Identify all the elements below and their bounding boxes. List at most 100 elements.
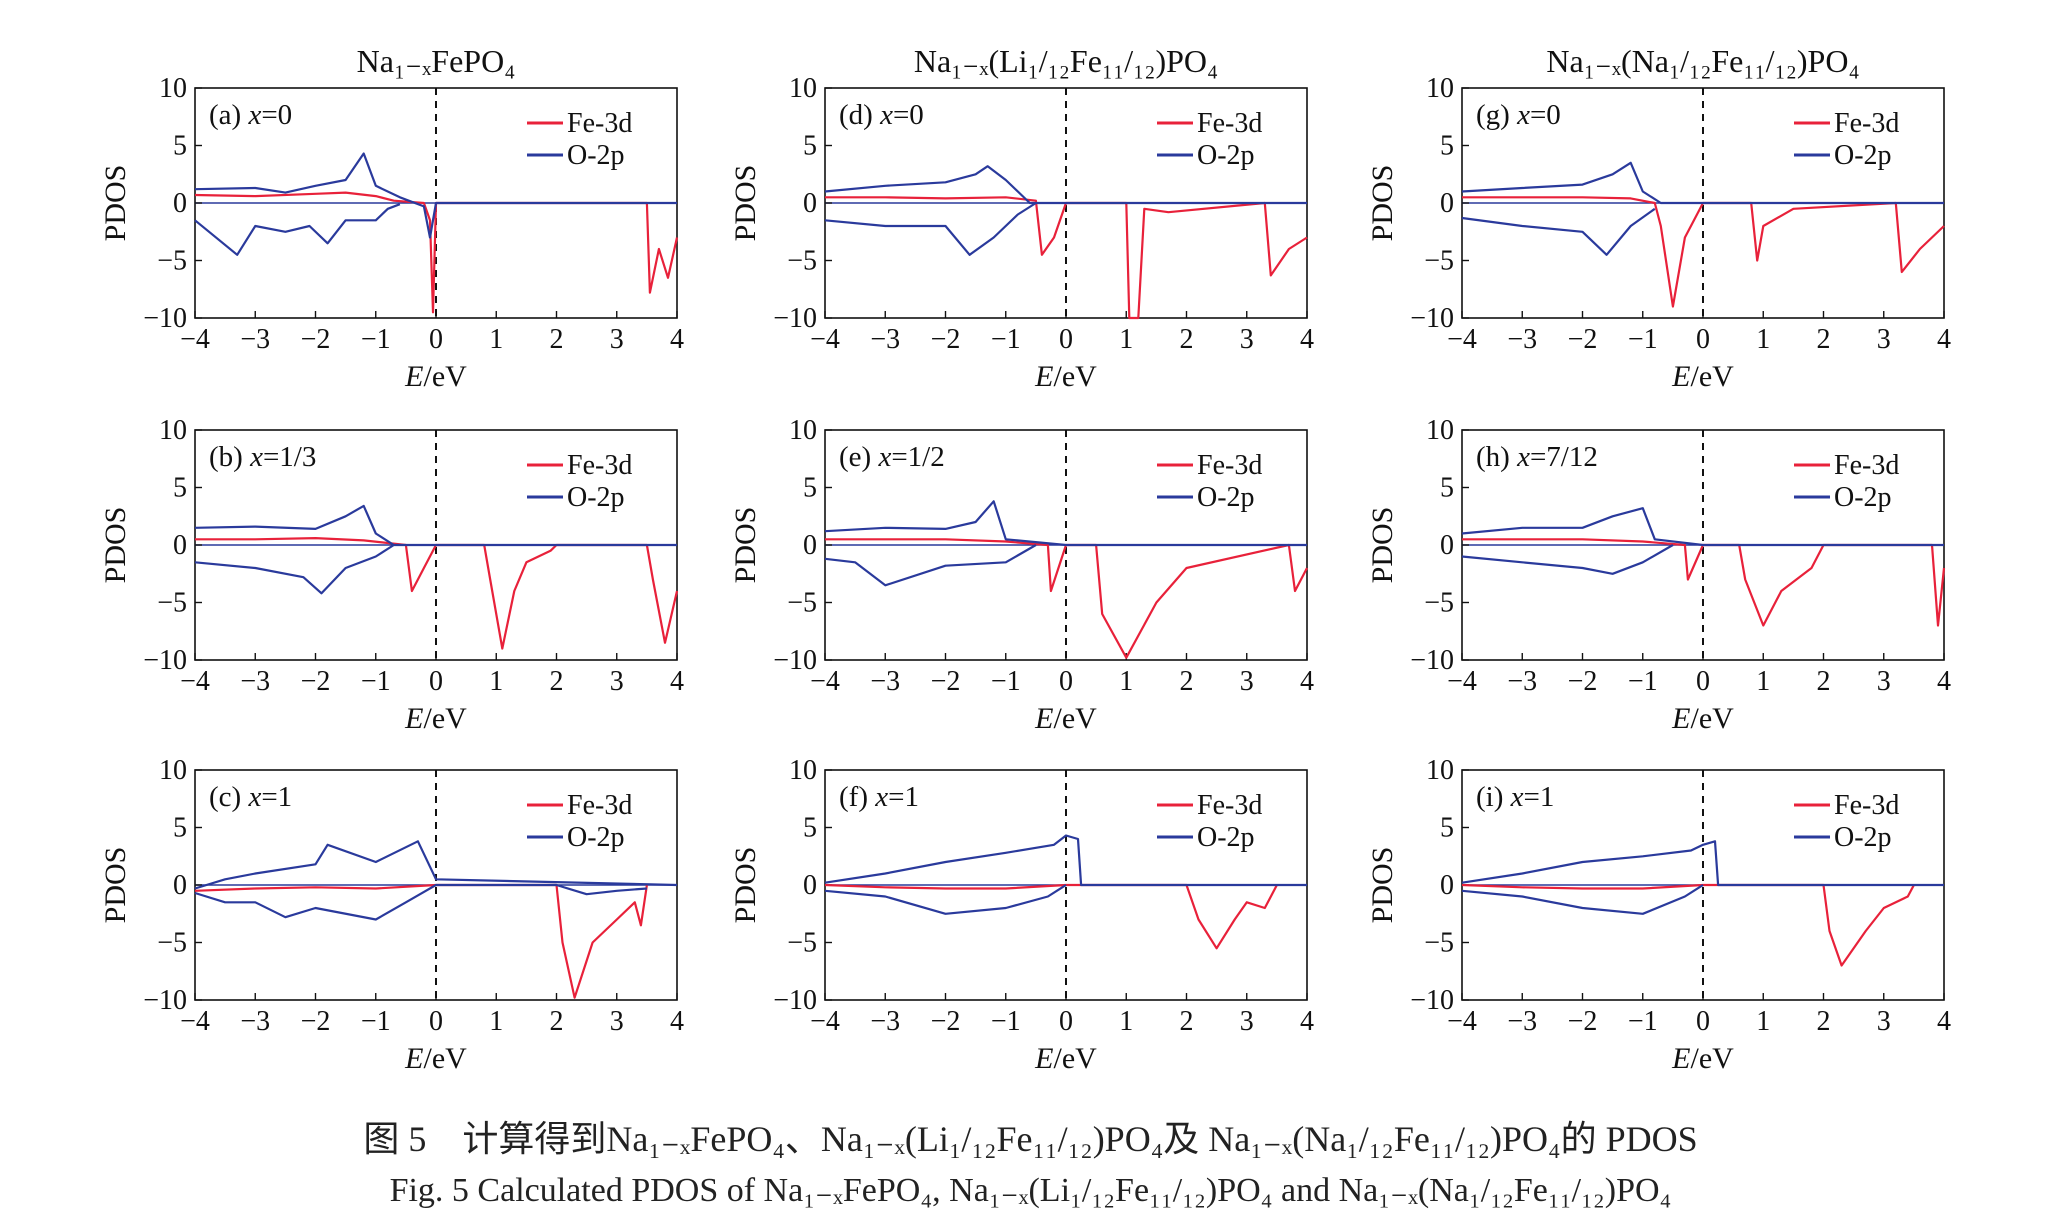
y-axis-label: PDOS: [99, 507, 132, 584]
series-o-2p: [194, 544, 395, 595]
y-tick-label: 0: [173, 870, 187, 901]
x-tick-label: −2: [931, 666, 961, 697]
x-tick-label: −2: [931, 1006, 961, 1037]
y-tick-label: 0: [1440, 188, 1454, 219]
x-tick-label: 2: [550, 1006, 564, 1037]
x-tick-label: 2: [550, 666, 564, 697]
y-tick-label: 0: [803, 870, 817, 901]
x-tick-label: −2: [1568, 666, 1598, 697]
y-axis-label: PDOS: [1366, 165, 1399, 242]
x-tick-label: 3: [1877, 324, 1891, 355]
x-tick-label: −3: [240, 324, 270, 355]
x-tick-label: −1: [991, 666, 1021, 697]
series-o-2p: [824, 165, 1307, 205]
series-fe-3d: [194, 191, 679, 314]
x-axis-label: E/eV: [1671, 1042, 1734, 1075]
x-tick-label: 0: [429, 324, 443, 355]
y-tick-label: 10: [789, 73, 817, 104]
y-tick-label: 0: [803, 188, 817, 219]
legend-label-o-2p: O-2p: [1834, 482, 1892, 513]
y-tick-label: −10: [1410, 985, 1454, 1016]
x-tick-label: −3: [1507, 324, 1537, 355]
x-tick-label: −1: [991, 1006, 1021, 1037]
legend-label-o-2p: O-2p: [567, 822, 625, 853]
y-tick-label: 5: [173, 813, 187, 844]
x-tick-label: −2: [1568, 1006, 1598, 1037]
legend-label-fe-3d: Fe-3d: [1834, 108, 1899, 139]
x-tick-label: 4: [670, 666, 684, 697]
x-tick-label: 4: [1937, 666, 1951, 697]
y-tick-label: −5: [1424, 588, 1454, 619]
legend-label-fe-3d: Fe-3d: [567, 450, 632, 481]
x-tick-label: −3: [240, 666, 270, 697]
x-tick-label: −1: [361, 1006, 391, 1037]
x-tick-label: −4: [180, 666, 210, 697]
x-tick-label: 3: [610, 666, 624, 697]
series-o-2p: [1461, 884, 1704, 915]
series-o-2p: [194, 883, 647, 921]
y-tick-label: −10: [143, 985, 187, 1016]
series-o-2p: [1461, 507, 1944, 547]
y-tick-label: −10: [143, 303, 187, 334]
panel-label: (d) x=0: [839, 99, 924, 131]
series-o-2p: [824, 884, 1067, 915]
x-tick-label: 4: [1300, 1006, 1314, 1037]
x-tick-label: −4: [180, 324, 210, 355]
x-tick-label: −1: [1628, 1006, 1658, 1037]
y-tick-label: 0: [173, 530, 187, 561]
x-tick-label: −4: [1447, 666, 1477, 697]
x-tick-label: 1: [1756, 666, 1770, 697]
y-tick-label: 0: [1440, 530, 1454, 561]
x-tick-label: −3: [870, 666, 900, 697]
x-tick-label: −4: [810, 1006, 840, 1037]
x-tick-label: −2: [931, 324, 961, 355]
legend-label-fe-3d: Fe-3d: [1834, 450, 1899, 481]
panel-label: (g) x=0: [1476, 99, 1561, 131]
x-tick-label: 0: [1059, 1006, 1073, 1037]
x-tick-label: 2: [1180, 666, 1194, 697]
series-fe-3d: [194, 883, 648, 999]
x-tick-label: −1: [1628, 666, 1658, 697]
series-fe-3d: [1462, 196, 1945, 308]
y-axis-label: PDOS: [729, 165, 762, 242]
x-tick-label: 2: [1817, 324, 1831, 355]
y-tick-label: 0: [173, 188, 187, 219]
panel-label: (a) x=0: [209, 99, 292, 131]
y-axis-label: PDOS: [729, 847, 762, 924]
x-axis-label: E/eV: [1034, 1042, 1097, 1075]
series-o-2p: [194, 504, 677, 547]
legend-label-fe-3d: Fe-3d: [567, 790, 632, 821]
y-tick-label: 5: [803, 131, 817, 162]
x-tick-label: 0: [1696, 666, 1710, 697]
y-tick-label: −5: [787, 246, 817, 277]
y-tick-label: 10: [1426, 73, 1454, 104]
x-tick-label: 3: [1877, 666, 1891, 697]
x-tick-label: −1: [991, 324, 1021, 355]
y-tick-label: 5: [803, 813, 817, 844]
y-tick-label: 5: [173, 131, 187, 162]
x-tick-label: 1: [489, 1006, 503, 1037]
x-axis-label: E/eV: [404, 360, 467, 393]
x-tick-label: 0: [1059, 324, 1073, 355]
series-o-2p: [824, 544, 1037, 587]
x-tick-label: 4: [1937, 324, 1951, 355]
y-axis-label: PDOS: [729, 507, 762, 584]
panel-label: (b) x=1/3: [209, 441, 316, 473]
x-tick-label: 4: [1300, 666, 1314, 697]
x-tick-label: 3: [1240, 324, 1254, 355]
x-tick-label: 2: [1817, 666, 1831, 697]
x-tick-label: −2: [1568, 324, 1598, 355]
x-tick-label: 2: [550, 324, 564, 355]
x-axis-label: E/eV: [1034, 360, 1097, 393]
x-tick-label: −3: [1507, 1006, 1537, 1037]
x-tick-label: 3: [1877, 1006, 1891, 1037]
x-tick-label: −1: [361, 666, 391, 697]
legend-label-o-2p: O-2p: [1197, 482, 1255, 513]
y-tick-label: −5: [157, 588, 187, 619]
x-tick-label: 4: [670, 1006, 684, 1037]
